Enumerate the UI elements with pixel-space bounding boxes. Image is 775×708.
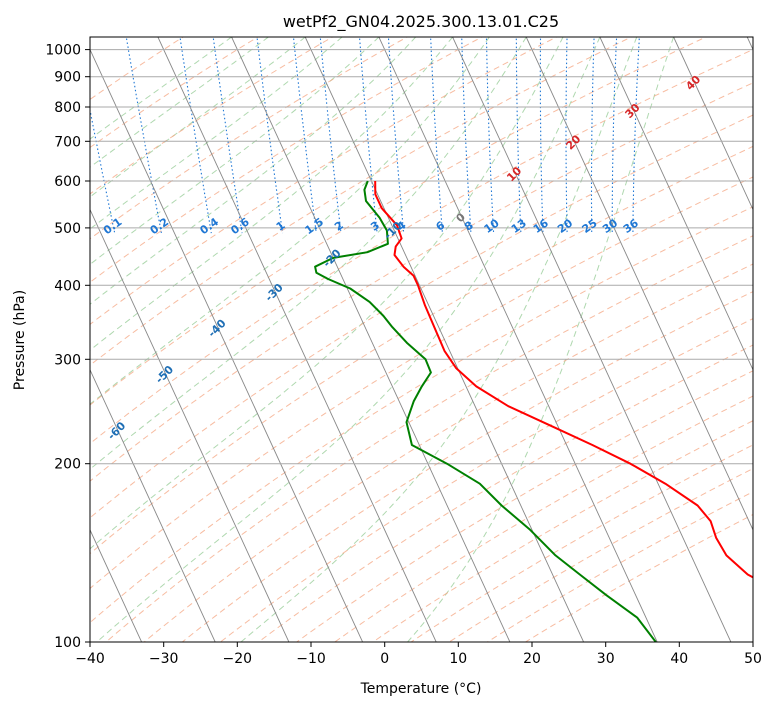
dry-adiabat (295, 370, 753, 642)
mixing-ratio-line (515, 37, 522, 234)
dry-adiabat (90, 37, 409, 240)
mixing-ratio-line (590, 37, 595, 234)
dry-adiabat (486, 491, 753, 642)
isotherm (525, 37, 753, 531)
x-tick-label: −30 (149, 651, 179, 667)
x-tick-label: 0 (380, 651, 389, 667)
axes: −40 −30 −20 −10 0 10 20 30 40 50 100 200 300 400 500 60… (45, 43, 762, 667)
mixing-ratio-line (611, 37, 618, 234)
x-tick-label: −20 (223, 651, 253, 667)
temperature-profile (374, 180, 753, 579)
mixing-ratio-line (179, 37, 212, 234)
y-tick-label: 800 (54, 100, 81, 116)
profiles (314, 180, 753, 642)
mixing-ratio-line (430, 37, 443, 234)
isotherm (231, 37, 511, 642)
mixing-ratio-line (319, 37, 342, 234)
dry-adiabat (410, 444, 753, 642)
y-tick-label: 900 (54, 70, 81, 86)
isotherm (599, 37, 753, 371)
plot-frame (89, 36, 754, 643)
moist-adiabat (407, 37, 675, 642)
dry-adiabat (90, 37, 708, 406)
mixing-ratio-line (256, 37, 284, 234)
x-tick-label: 30 (597, 651, 615, 667)
dewpoint-profile (314, 180, 657, 642)
isotherm (90, 208, 290, 642)
y-tick-label: 100 (54, 635, 81, 651)
dry-adiabat (90, 176, 753, 590)
isotherm (90, 528, 143, 642)
mixing-ratio-line (565, 37, 568, 234)
moist-adiabat (90, 37, 490, 405)
isotherm (304, 37, 585, 642)
mixing-ratio-line (387, 37, 405, 234)
mixing-ratio-line (125, 37, 162, 234)
y-tick-label: 1000 (45, 43, 81, 59)
isotherm (90, 48, 364, 642)
y-tick-label: 700 (54, 134, 81, 150)
mixing-ratio-line (292, 37, 317, 234)
moist-adiabat (240, 37, 638, 642)
x-tick-label: −40 (75, 651, 105, 667)
dry-adiabat (90, 37, 558, 325)
mixing-ratio-line (212, 37, 243, 234)
dry-adiabat (448, 467, 753, 642)
isotherm (157, 37, 437, 642)
dry-adiabat (90, 37, 334, 195)
dry-adiabat (90, 114, 753, 519)
moist-adiabat (90, 37, 306, 198)
x-tick-label: 20 (523, 651, 541, 667)
chart-title: wetPf2_GN04.2025.300.13.01.C25 (283, 12, 559, 32)
plot-area: 0.10.20.40.611.52346810131620253036-100-… (90, 37, 753, 642)
moist-adiabat (90, 37, 380, 265)
dry-adiabat (90, 37, 633, 366)
y-tick-label: 600 (54, 174, 81, 190)
y-tick-label: 300 (54, 352, 81, 368)
x-tick-label: 50 (744, 651, 762, 667)
moist-adiabat (90, 37, 343, 230)
x-tick-label: −10 (296, 651, 326, 667)
x-tick-label: 40 (670, 651, 688, 667)
dry-adiabat (90, 48, 753, 445)
y-axis-title: Pressure (hPa) (12, 290, 28, 390)
dry-adiabat (372, 420, 753, 642)
moist-adiabat (90, 37, 564, 550)
mixing-ratio-line (358, 37, 378, 234)
y-tick-label: 400 (54, 278, 81, 294)
y-tick-label: 200 (54, 457, 81, 473)
mixing-ratio-line (539, 37, 544, 234)
y-tick-label: 500 (54, 221, 81, 237)
isotherm (90, 368, 216, 642)
isotherms (90, 37, 753, 642)
isobars (90, 49, 753, 642)
x-tick-label: 10 (449, 651, 467, 667)
isotherm (673, 37, 753, 211)
moist-adiabat (96, 37, 601, 642)
x-axis-title: Temperature (°C) (360, 681, 482, 697)
isotherm (378, 37, 658, 642)
dry-adiabat (90, 82, 753, 482)
dry-adiabat (90, 145, 753, 555)
isotherm (452, 37, 732, 642)
moist-adiabat (90, 37, 417, 305)
dry-adiabat (333, 395, 753, 642)
